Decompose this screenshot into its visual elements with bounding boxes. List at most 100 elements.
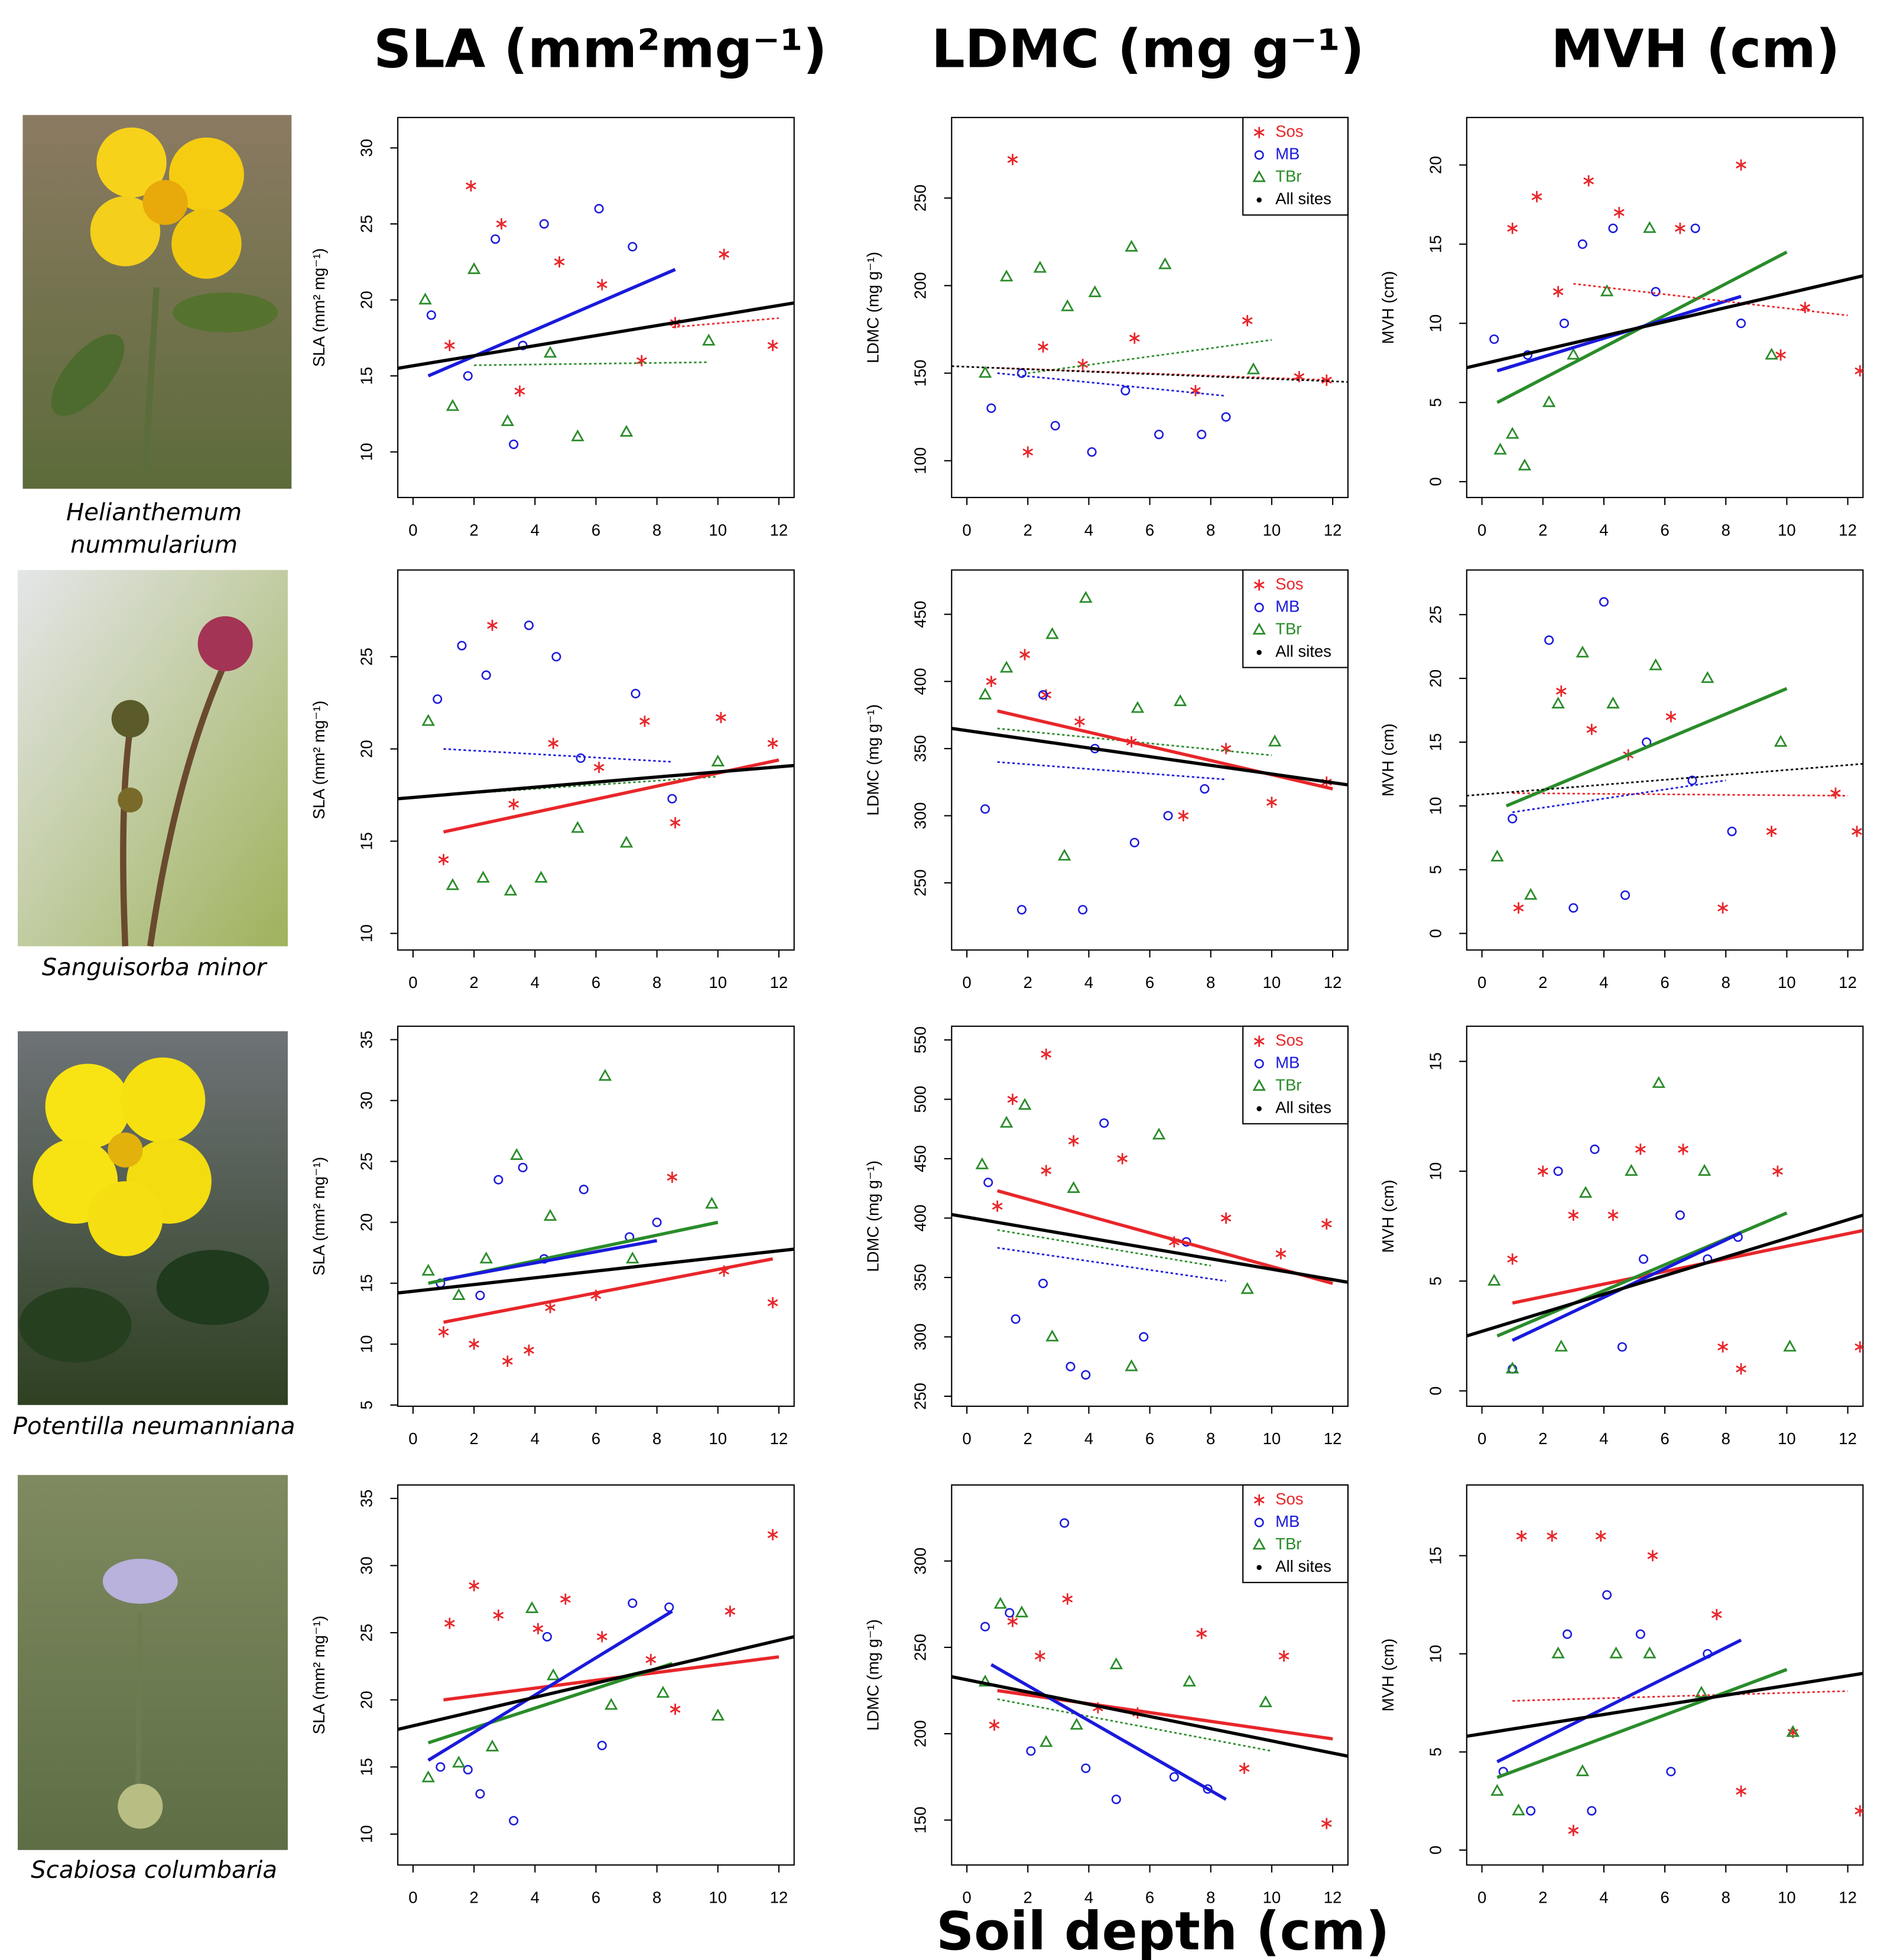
point [1586,723,1597,735]
point [1600,284,1614,297]
point [1599,597,1609,607]
x-tick-label: 4 [1599,1889,1608,1907]
fit-line [997,1698,1272,1752]
x-tick-label: 4 [1084,1429,1093,1448]
x-tick-label: 2 [1024,521,1032,539]
point [1567,347,1580,360]
x-tick-label: 8 [1206,1429,1215,1448]
fit-line [997,1229,1211,1267]
panel: LDMC (mg g⁻¹) 0 2 4 6 8 10 12 250 300 350 400 450 500… [863,1025,1349,1448]
x-tick-label: 10 [1778,1889,1796,1907]
fit-line [443,1257,774,1324]
y-tick-label: 15 [358,1274,376,1292]
x-tick-label: 10 [1778,521,1796,539]
x-tick-label: 8 [1722,973,1730,992]
point [1041,1165,1052,1176]
x-tick-label: 10 [709,1889,727,1907]
species-name: Helianthemum [66,499,242,526]
point [604,1698,618,1710]
point [1635,1143,1646,1155]
point [1577,239,1587,249]
fit-line [997,709,1333,791]
y-axis-title: SLA (mm² mg⁻¹) [310,1157,328,1276]
x-tick-label: 6 [1145,1429,1154,1448]
point [545,1302,556,1314]
x-tick-label: 12 [1839,1889,1857,1907]
point [992,1200,1003,1212]
point [1169,1772,1179,1782]
point [1537,1165,1548,1177]
fit-line [1512,792,1848,797]
point [986,675,997,687]
y-tick-label: 20 [1426,669,1444,688]
point [1617,1342,1627,1352]
fit-line [1496,1211,1788,1338]
point [1321,1218,1332,1230]
point [444,340,455,352]
x-tick-label: 6 [592,1429,600,1448]
y-tick-label: 15 [1426,1546,1444,1565]
point [1196,1628,1207,1640]
point [1666,1767,1676,1777]
y-tick-label: 10 [358,1825,376,1844]
y-axis-title: SLA (mm² mg⁻¹) [310,701,328,820]
plot-frame [397,116,795,499]
panel: LDMC (mg g⁻¹) 0 2 4 6 8 10 12 100 150 200 250 Sos MB T… [863,116,1349,539]
plot-frame [1466,1025,1864,1407]
y-tick-label: 30 [358,139,376,157]
point [1018,1098,1032,1110]
point [1590,1144,1600,1154]
x-tick-label: 10 [709,521,727,539]
plot-area [1466,1530,1863,1837]
x-tick-label: 8 [1722,1889,1730,1907]
point [596,279,608,291]
point [1099,1118,1109,1128]
y-tick-label: 35 [358,1490,376,1508]
point [978,687,992,700]
photo-sanguisorba [18,570,288,947]
point [1266,797,1277,808]
x-tick-label: 10 [1778,1429,1796,1448]
x-tick-label: 4 [1084,521,1093,539]
point [1559,318,1569,329]
point [509,1816,519,1826]
fit-line [398,1635,794,1731]
point [1220,1212,1232,1224]
plot-frame [397,569,795,951]
y-tick-label: 20 [358,291,376,309]
point [1007,154,1018,165]
point [1717,1341,1729,1353]
y-tick-label: 250 [911,869,930,896]
legend-label: Sos [1275,1031,1303,1049]
point [1606,696,1620,708]
point [436,1762,446,1772]
legend-label: TBr [1275,1535,1301,1553]
point [1022,446,1034,458]
legend-label: MB [1275,1053,1300,1071]
y-tick-label: 0 [1426,1386,1444,1395]
x-tick-label: 6 [592,1889,600,1907]
y-axis-title: MVH (cm) [1379,271,1397,344]
point [1011,1314,1021,1324]
point [579,1184,589,1195]
plot-area [951,1048,1348,1380]
point [978,1675,992,1687]
point [1607,1209,1619,1221]
point [1275,1248,1287,1260]
point [1620,890,1631,900]
legend-label: MB [1275,597,1300,615]
point [1256,197,1262,203]
point [1487,1273,1501,1286]
x-tick-label: 10 [1263,1889,1281,1907]
point [508,798,519,810]
point [1066,1361,1076,1371]
x-tick-label: 6 [1660,973,1669,992]
point [767,1529,778,1540]
point [532,1623,544,1634]
x-tick-label: 12 [1324,521,1342,539]
y-tick-label: 0 [1426,929,1444,938]
x-tick-label: 12 [770,521,788,539]
legend-label: All sites [1275,190,1331,208]
y-tick-label: 250 [911,1634,930,1661]
y-tick-label: 5 [358,1400,376,1409]
